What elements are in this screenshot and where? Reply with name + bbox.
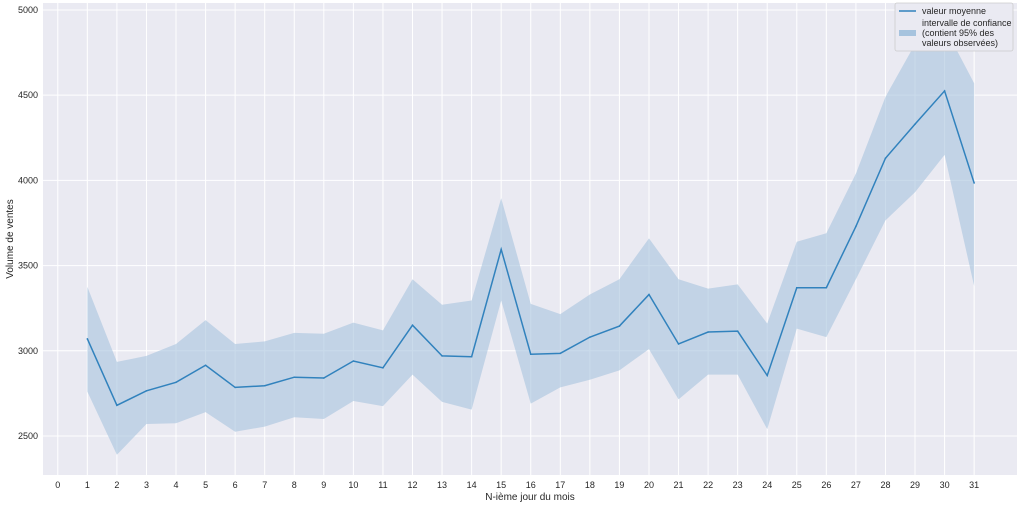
x-tick-label: 24 [762,480,772,490]
x-tick-label: 28 [880,480,890,490]
mean-point [559,352,562,355]
legend-band-swatch [899,30,916,36]
x-tick-label: 3 [144,480,149,490]
x-tick-label: 10 [348,480,358,490]
y-tick-label: 3000 [18,346,38,356]
x-tick-label: 14 [467,480,477,490]
x-tick-label: 27 [851,480,861,490]
y-tick-label: 2500 [18,431,38,441]
mean-point [323,377,325,379]
mean-point [352,360,355,362]
mean-point [589,336,591,338]
x-tick-label: 4 [174,480,179,490]
mean-point [175,381,177,384]
y-tick-label: 4000 [18,175,38,185]
x-tick-label: 15 [496,480,506,490]
x-tick-label: 1 [85,480,90,490]
mean-point [677,343,680,345]
x-tick-label: 31 [969,480,979,490]
mean-point [500,248,502,251]
x-tick-label: 13 [437,480,447,490]
y-tick-label: 3500 [18,261,38,271]
legend-label-ci-2: (contient 95% des [922,28,995,38]
legend-label-mean: valeur moyenne [922,6,986,16]
x-tick-label: 16 [526,480,536,490]
legend-label-ci-1: intervalle de confiance [922,18,1012,28]
x-tick-label: 17 [555,480,565,490]
mean-point [204,364,207,367]
legend-label-ci-3: valeurs observées) [922,38,998,48]
x-tick-label: 19 [614,480,624,490]
mean-point [529,353,532,355]
mean-point [766,374,769,377]
mean-point [618,325,621,327]
mean-point [263,384,266,387]
x-tick-label: 12 [407,480,417,490]
mean-point [648,293,650,296]
mean-point [707,331,709,333]
mean-point [293,376,296,378]
legend-box [894,2,1014,52]
x-tick-label: 22 [703,480,713,490]
y-axis-label: Volume de ventes [5,199,16,279]
x-tick-label: 21 [674,480,684,490]
x-tick-label: 7 [262,480,267,490]
mean-point [234,386,236,389]
x-tick-label: 26 [821,480,831,490]
mean-point [86,338,89,340]
mean-point [884,157,887,160]
y-tick-label: 4500 [18,90,38,100]
x-tick-label: 8 [292,480,297,490]
legend: valeur moyenne intervalle de confiance (… [894,2,1014,52]
x-tick-label: 23 [733,480,743,490]
x-axis-label: N-ième jour du mois [485,492,574,503]
x-tick-label: 0 [55,480,60,490]
confidence-band [87,27,975,455]
x-tick-label: 11 [378,480,387,490]
chart-marks [86,27,975,455]
mean-point [943,90,946,92]
mean-point [411,324,414,327]
mean-point [382,367,384,369]
x-tick-label: 6 [233,480,238,490]
x-tick-label: 2 [114,480,119,490]
x-tick-label: 9 [321,480,326,490]
mean-point [736,330,739,332]
mean-point [795,286,798,289]
mean-point [973,182,975,184]
mean-point [116,404,118,407]
x-tick-label: 20 [644,480,654,490]
x-tick-label: 29 [910,480,920,490]
mean-point [145,390,148,392]
mean-point [470,355,473,358]
x-tick-label: 25 [792,480,802,490]
y-tick-label: 5000 [18,5,38,15]
x-tick-label: 30 [940,480,950,490]
x-tick-label: 5 [203,480,208,490]
mean-point [441,355,443,357]
tick-labels: 0 1 2 3 4 5 6 7 8 9 10 11 12 13 14 15 16 17 18 19 20 21 22 23 24… [18,5,979,490]
mean-point [855,225,857,228]
x-tick-label: 18 [585,480,595,490]
mean-point [825,286,828,289]
mean-point [914,123,916,125]
